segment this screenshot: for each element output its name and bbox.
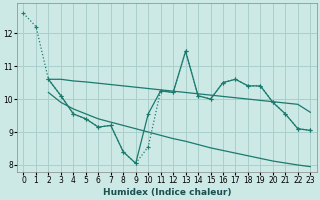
X-axis label: Humidex (Indice chaleur): Humidex (Indice chaleur): [103, 188, 231, 197]
